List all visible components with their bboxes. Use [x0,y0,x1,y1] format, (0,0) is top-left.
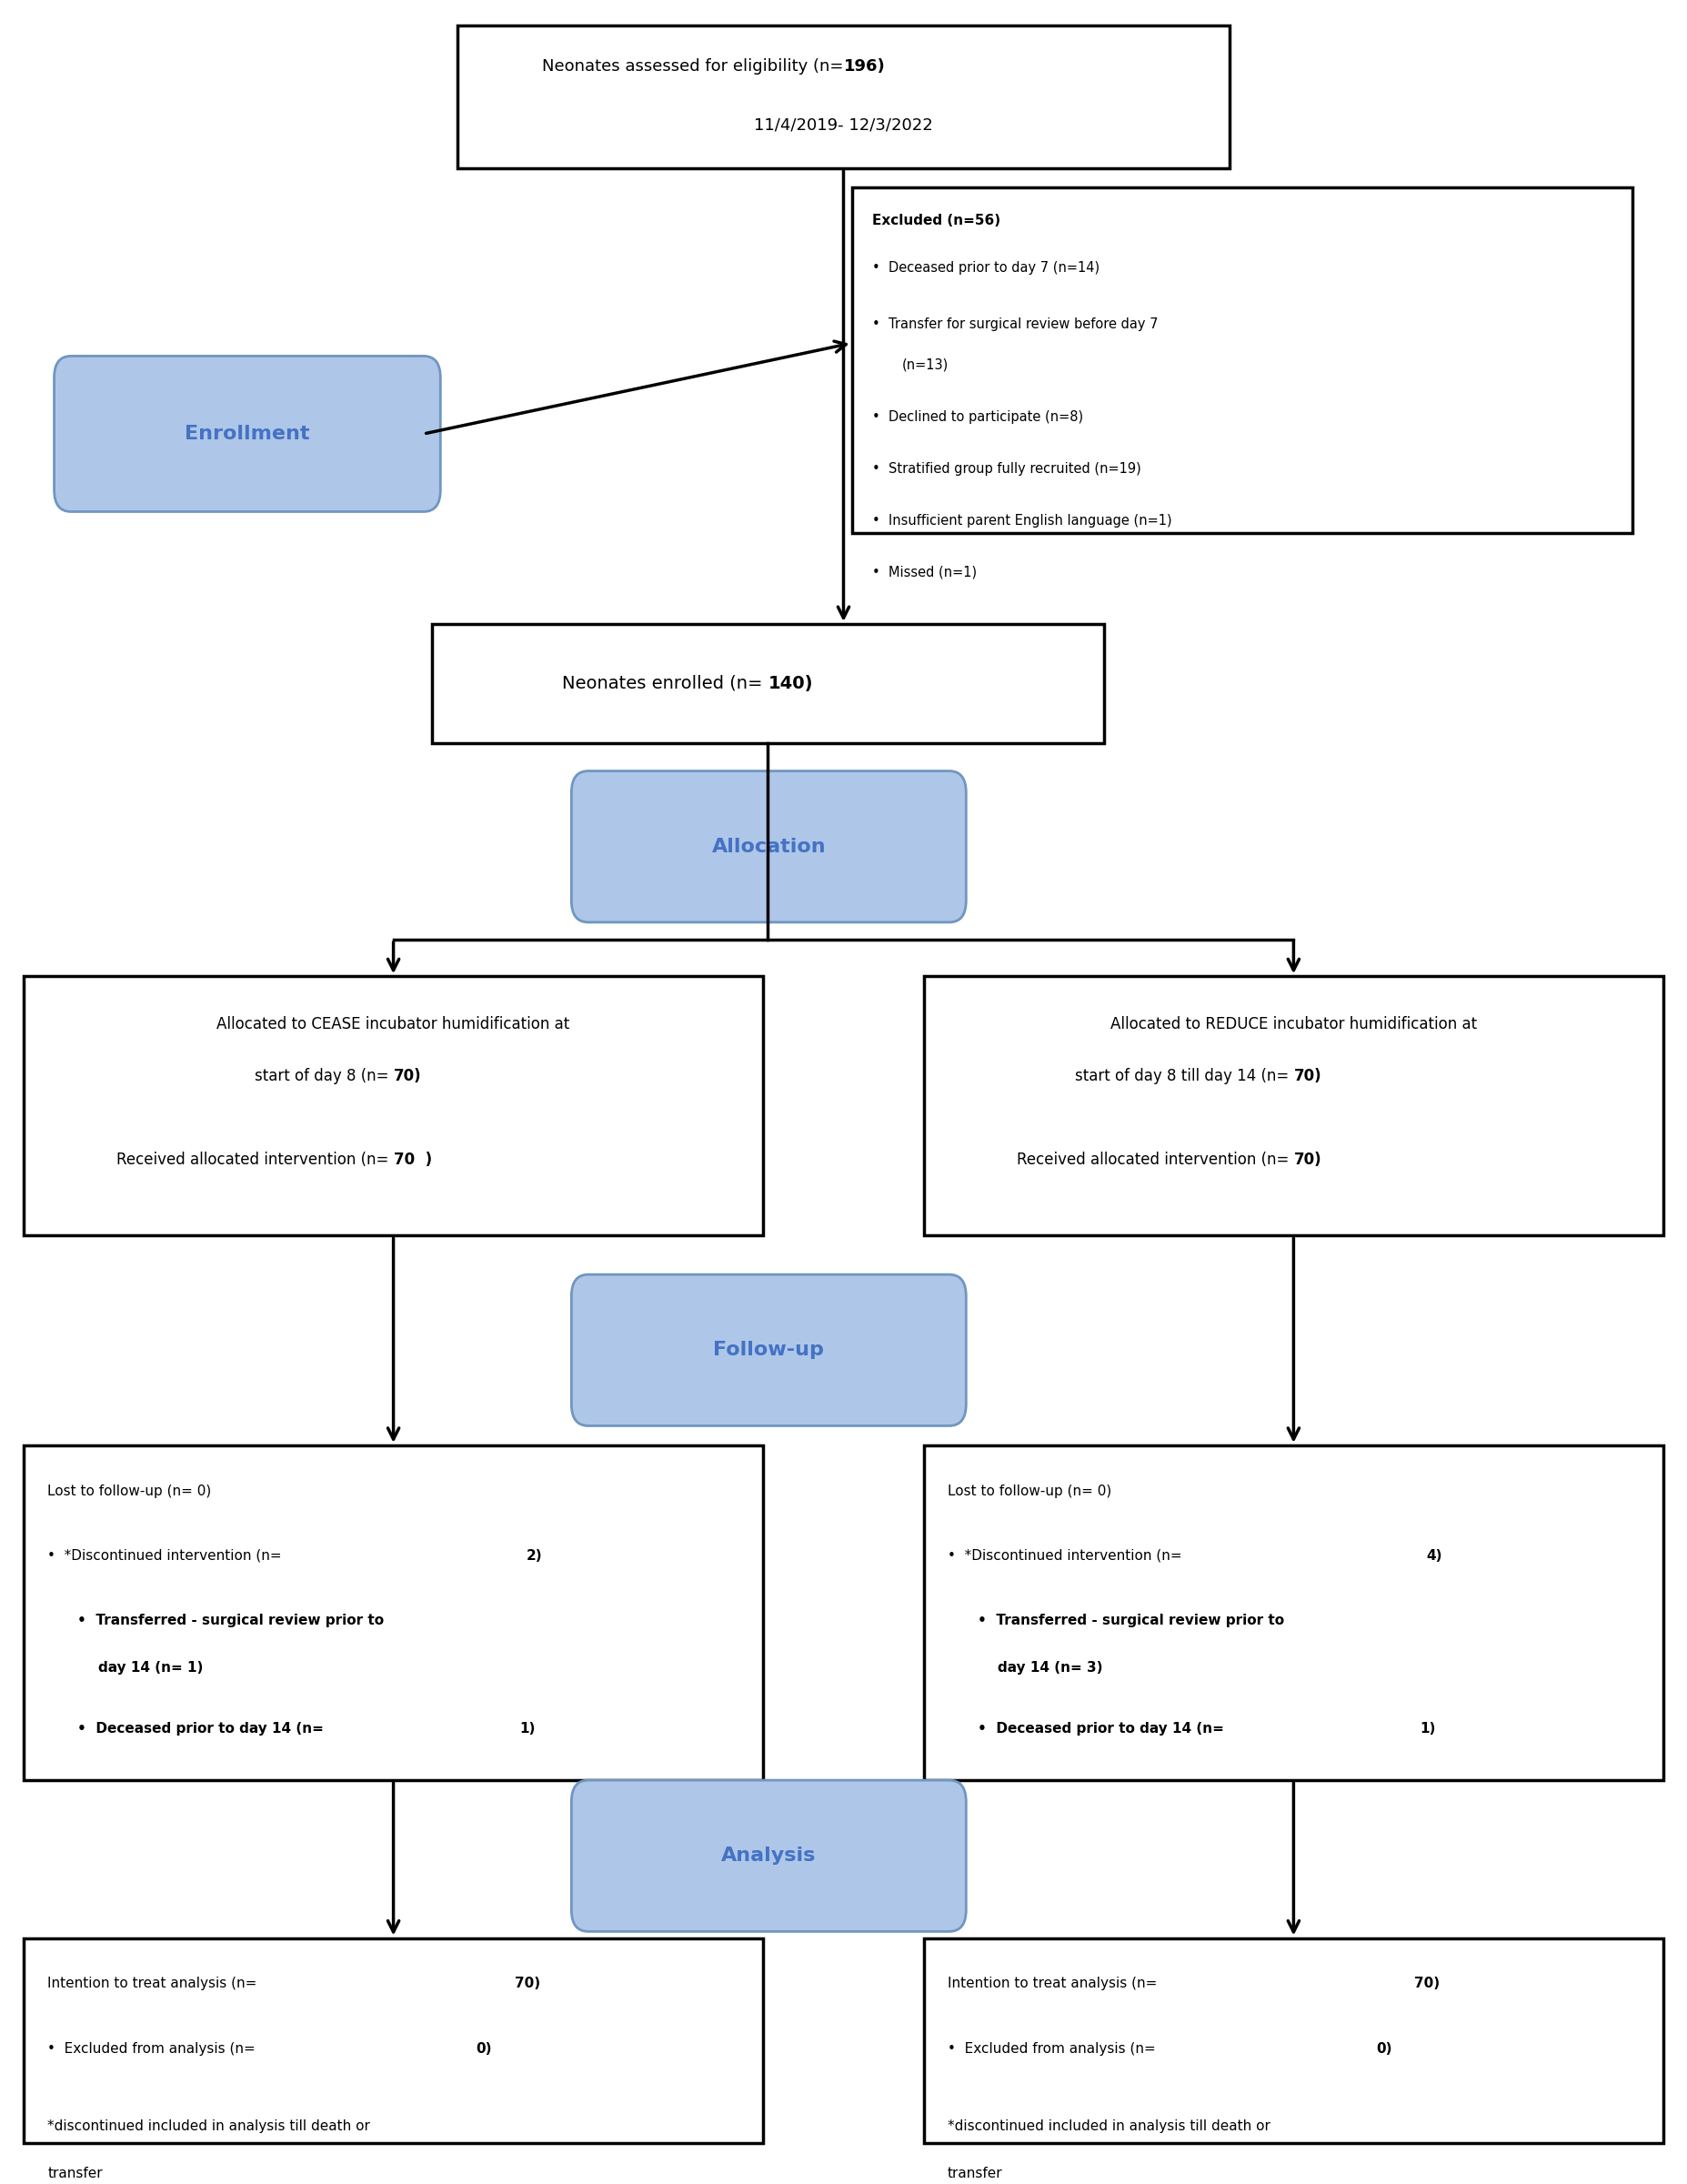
Text: Follow-up: Follow-up [714,1341,825,1358]
Text: •  Deceased prior to day 7 (n=14): • Deceased prior to day 7 (n=14) [872,260,1100,275]
FancyBboxPatch shape [24,976,763,1236]
Text: transfer: transfer [47,2167,103,2180]
Text: *discontinued included in analysis till death or: *discontinued included in analysis till … [948,2118,1270,2134]
FancyBboxPatch shape [24,1446,763,1780]
Text: Allocation: Allocation [712,836,827,856]
Text: •  Deceased prior to day 14 (n=: • Deceased prior to day 14 (n= [978,1721,1228,1736]
Text: •  Transfer for surgical review before day 7: • Transfer for surgical review before da… [872,317,1157,330]
Text: 0): 0) [476,2042,491,2055]
Text: Allocated to REDUCE incubator humidification at: Allocated to REDUCE incubator humidifica… [1110,1016,1476,1033]
FancyBboxPatch shape [924,1937,1663,2143]
Text: 70): 70) [1294,1151,1321,1168]
Text: •  Insufficient parent English language (n=1): • Insufficient parent English language (… [872,513,1172,529]
Text: Received allocated intervention (n=: Received allocated intervention (n= [116,1151,393,1168]
FancyBboxPatch shape [572,771,967,922]
FancyBboxPatch shape [924,1446,1663,1780]
Text: 4): 4) [1426,1548,1442,1562]
Text: •  *Discontinued intervention (n=: • *Discontinued intervention (n= [948,1548,1186,1562]
Text: Lost to follow-up (n= 0): Lost to follow-up (n= 0) [948,1485,1112,1498]
Text: 0): 0) [1377,2042,1392,2055]
Text: •  Declined to participate (n=8): • Declined to participate (n=8) [872,411,1083,424]
Text: Enrollment: Enrollment [186,424,310,443]
Text: start of day 8 till day 14 (n=: start of day 8 till day 14 (n= [1075,1068,1294,1083]
Text: 70): 70) [515,1977,540,1990]
FancyBboxPatch shape [54,356,440,511]
FancyBboxPatch shape [852,188,1633,533]
Text: transfer: transfer [948,2167,1002,2180]
FancyBboxPatch shape [457,26,1230,168]
Text: Neonates assessed for eligibility (n=: Neonates assessed for eligibility (n= [542,59,844,74]
Text: 70): 70) [1294,1068,1321,1083]
Text: 70): 70) [1414,1977,1441,1990]
Text: day 14 (n= 1): day 14 (n= 1) [98,1662,202,1675]
FancyBboxPatch shape [432,625,1103,743]
Text: Intention to treat analysis (n=: Intention to treat analysis (n= [47,1977,261,1990]
Text: Intention to treat analysis (n=: Intention to treat analysis (n= [948,1977,1162,1990]
Text: Analysis: Analysis [722,1848,817,1865]
Text: (n=13): (n=13) [903,358,948,371]
Text: •  Stratified group fully recruited (n=19): • Stratified group fully recruited (n=19… [872,463,1140,476]
Text: 1): 1) [520,1721,535,1736]
Text: •  Transferred - surgical review prior to: • Transferred - surgical review prior to [78,1614,385,1627]
Text: day 14 (n= 3): day 14 (n= 3) [999,1662,1103,1675]
Text: •  Transferred - surgical review prior to: • Transferred - surgical review prior to [978,1614,1284,1627]
Text: *discontinued included in analysis till death or: *discontinued included in analysis till … [47,2118,369,2134]
Text: 11/4/2019- 12/3/2022: 11/4/2019- 12/3/2022 [754,116,933,133]
Text: 2): 2) [526,1548,542,1562]
FancyBboxPatch shape [572,1275,967,1426]
Text: •  Deceased prior to day 14 (n=: • Deceased prior to day 14 (n= [78,1721,329,1736]
Text: 140): 140) [768,675,813,692]
Text: Lost to follow-up (n= 0): Lost to follow-up (n= 0) [47,1485,211,1498]
Text: Neonates enrolled (n=: Neonates enrolled (n= [562,675,768,692]
Text: Excluded (n=56): Excluded (n=56) [872,214,1000,227]
FancyBboxPatch shape [572,1780,967,1931]
Text: 70  ): 70 ) [393,1151,432,1168]
FancyBboxPatch shape [924,976,1663,1236]
Text: •  *Discontinued intervention (n=: • *Discontinued intervention (n= [47,1548,287,1562]
Text: start of day 8 (n=: start of day 8 (n= [255,1068,393,1083]
Text: Allocated to CEASE incubator humidification at: Allocated to CEASE incubator humidificat… [218,1016,570,1033]
Text: •  Excluded from analysis (n=: • Excluded from analysis (n= [948,2042,1161,2055]
Text: •  Missed (n=1): • Missed (n=1) [872,566,977,579]
Text: 196): 196) [844,59,886,74]
Text: 70): 70) [393,1068,422,1083]
FancyBboxPatch shape [24,1937,763,2143]
Text: •  Excluded from analysis (n=: • Excluded from analysis (n= [47,2042,260,2055]
Text: Received allocated intervention (n=: Received allocated intervention (n= [1017,1151,1294,1168]
Text: 1): 1) [1419,1721,1436,1736]
